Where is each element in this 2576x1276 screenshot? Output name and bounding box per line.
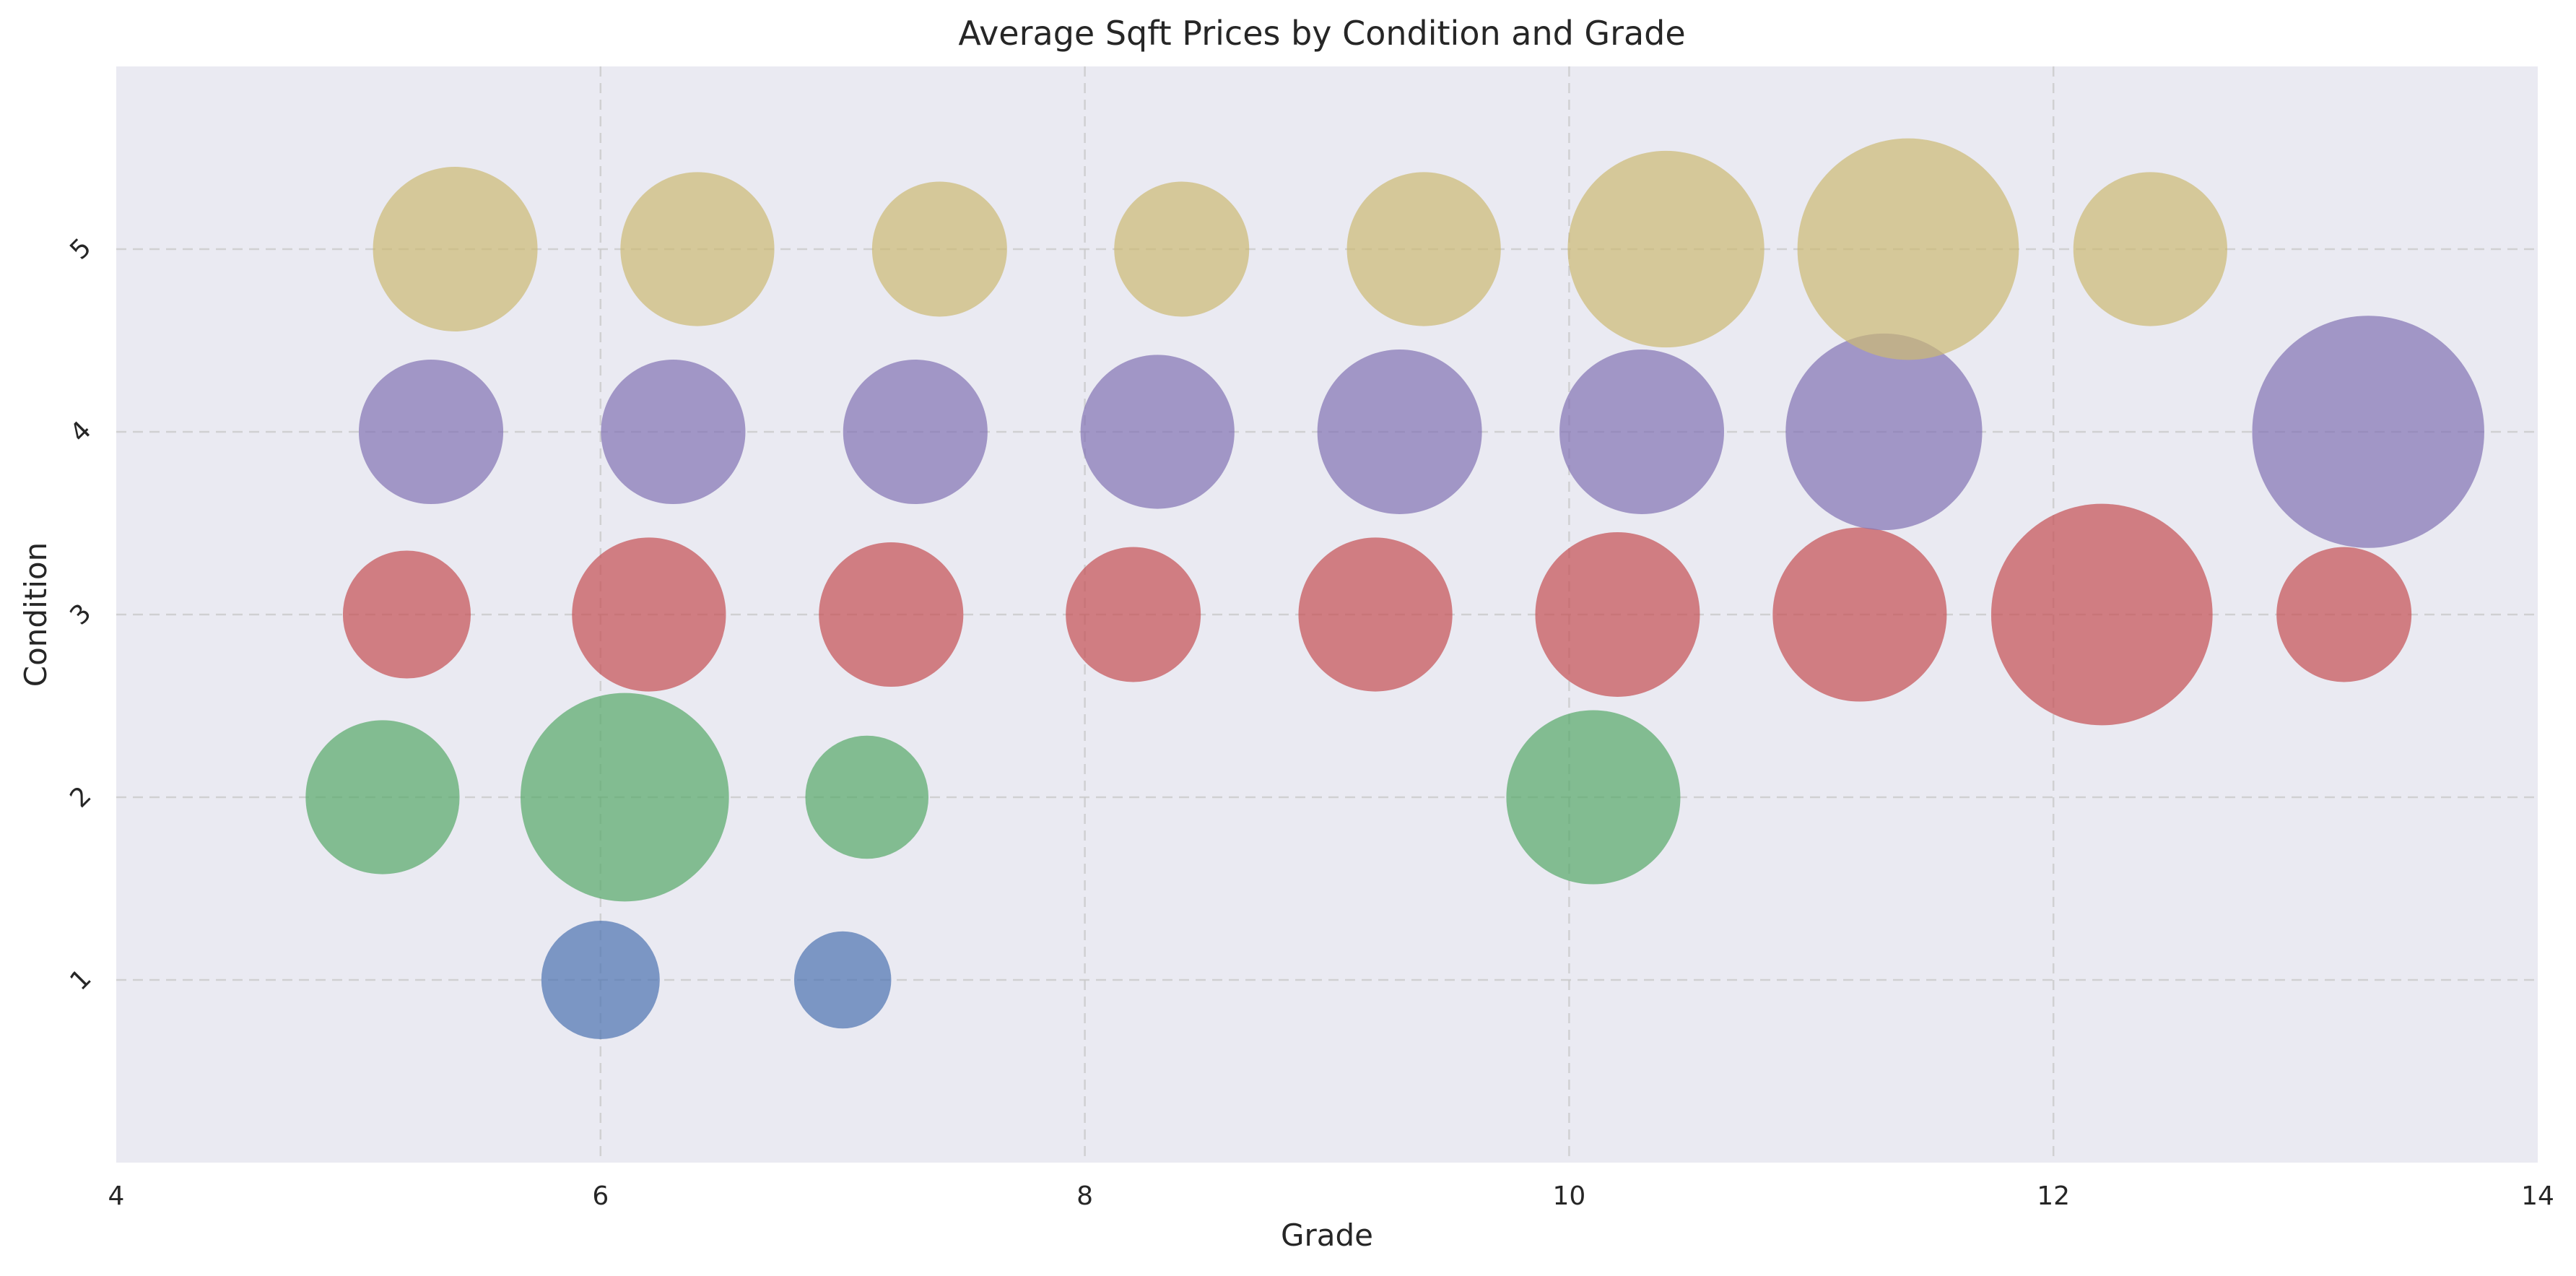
bubble-condition-4-4 [1317,350,1482,514]
bubble-condition-5-1 [620,172,775,326]
y-tick-labels: 1 2 3 4 5 [64,233,97,996]
bubble-condition-2-2 [805,735,929,859]
bubble-condition-3-3 [1066,547,1201,682]
x-tick-labels: 4 6 8 10 12 14 [108,1181,2554,1211]
bubble-condition-3-6 [1772,527,1947,702]
bubble-condition-4-6 [1785,333,1983,531]
bubble-condition-5-5 [1567,150,1765,348]
y-tick-label-5: 5 [64,233,97,265]
x-tick-label-8: 8 [1076,1181,1093,1211]
bubble-condition-3-1 [572,537,726,692]
bubble-condition-4-1 [601,359,746,505]
bubble-condition-5-7 [2073,172,2227,326]
y-tick-label-1: 1 [64,963,97,996]
bubble-condition-5-4 [1346,172,1501,326]
bubble-condition-5-3 [1114,181,1250,317]
bubble-condition-4-7 [2252,316,2484,548]
x-tick-label-12: 12 [2037,1181,2070,1211]
bubble-condition-4-5 [1559,350,1724,514]
bubble-condition-4-2 [843,359,988,505]
bubble-condition-2-0 [305,720,460,874]
bubble-layer [305,138,2484,1039]
y-axis-label: Condition [18,542,53,687]
bubble-condition-3-0 [342,550,471,679]
bubble-condition-1-1 [793,931,892,1029]
x-tick-label-10: 10 [1552,1181,1585,1211]
x-tick-label-14: 14 [2521,1181,2554,1211]
chart-title: Average Sqft Prices by Condition and Gra… [958,14,1685,53]
bubble-condition-3-7 [1990,503,2213,726]
bubble-condition-3-5 [1535,532,1700,697]
y-tick-label-3: 3 [64,598,97,630]
y-tick-label-4: 4 [64,415,97,448]
bubble-condition-3-2 [819,542,964,687]
bubble-condition-4-3 [1080,355,1235,509]
x-tick-label-4: 4 [108,1181,125,1211]
x-tick-label-6: 6 [592,1181,609,1211]
x-axis-label: Grade [1281,1218,1373,1253]
bubble-condition-4-0 [358,359,504,505]
bubble-condition-2-1 [521,693,729,902]
bubble-condition-5-0 [373,167,538,331]
bubble-condition-1-0 [541,921,660,1039]
bubble-condition-3-8 [2276,547,2412,682]
bubble-condition-5-6 [1797,138,2019,360]
bubble-condition-3-4 [1298,537,1453,692]
bubble-condition-2-3 [1506,710,1681,885]
y-tick-label-2: 2 [64,781,97,813]
bubble-condition-5-2 [871,181,1007,317]
